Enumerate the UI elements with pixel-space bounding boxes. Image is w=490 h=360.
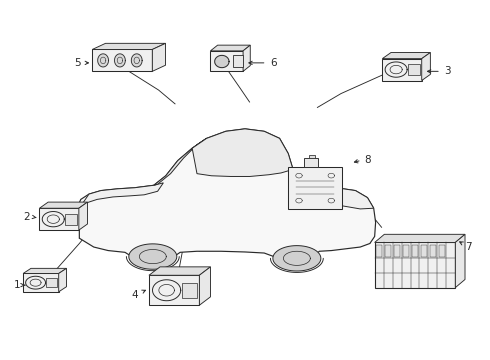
Text: 3: 3 <box>444 66 451 76</box>
Polygon shape <box>293 170 331 190</box>
Polygon shape <box>199 267 211 305</box>
Polygon shape <box>382 59 422 81</box>
Polygon shape <box>149 267 211 275</box>
Polygon shape <box>421 245 427 257</box>
Polygon shape <box>215 55 229 68</box>
Polygon shape <box>375 234 465 242</box>
Text: 4: 4 <box>132 290 138 300</box>
Text: 8: 8 <box>364 154 371 165</box>
Polygon shape <box>131 54 142 67</box>
Polygon shape <box>98 54 108 67</box>
Polygon shape <box>149 275 199 305</box>
Polygon shape <box>385 245 391 257</box>
Polygon shape <box>430 245 436 257</box>
Polygon shape <box>79 183 163 208</box>
Polygon shape <box>115 54 125 67</box>
Text: 5: 5 <box>74 58 81 68</box>
Polygon shape <box>422 53 430 81</box>
Polygon shape <box>304 158 318 167</box>
Polygon shape <box>273 246 321 271</box>
Polygon shape <box>154 138 207 185</box>
Polygon shape <box>46 278 57 287</box>
Text: 1: 1 <box>14 280 20 290</box>
Polygon shape <box>182 283 197 298</box>
Polygon shape <box>23 274 59 292</box>
Polygon shape <box>412 245 418 257</box>
Polygon shape <box>92 43 166 49</box>
Polygon shape <box>300 187 374 209</box>
Polygon shape <box>40 208 79 230</box>
Polygon shape <box>129 244 177 269</box>
Polygon shape <box>375 242 455 288</box>
Polygon shape <box>23 268 67 274</box>
Polygon shape <box>79 202 88 230</box>
Polygon shape <box>376 245 382 257</box>
Polygon shape <box>382 53 430 59</box>
Polygon shape <box>394 245 400 257</box>
Text: 2: 2 <box>23 212 30 222</box>
Polygon shape <box>210 51 243 71</box>
Polygon shape <box>408 64 420 75</box>
Polygon shape <box>233 55 243 67</box>
Polygon shape <box>152 43 166 71</box>
Text: 7: 7 <box>465 242 471 252</box>
Polygon shape <box>403 245 409 257</box>
Polygon shape <box>59 268 67 292</box>
Polygon shape <box>92 49 152 71</box>
Polygon shape <box>288 167 342 209</box>
Polygon shape <box>77 129 376 262</box>
Polygon shape <box>65 214 77 225</box>
Polygon shape <box>439 245 445 257</box>
Polygon shape <box>192 129 293 176</box>
Polygon shape <box>243 45 250 71</box>
Text: 6: 6 <box>270 58 276 68</box>
Polygon shape <box>210 45 250 51</box>
Polygon shape <box>40 202 88 208</box>
Polygon shape <box>455 234 465 288</box>
Polygon shape <box>309 155 315 158</box>
